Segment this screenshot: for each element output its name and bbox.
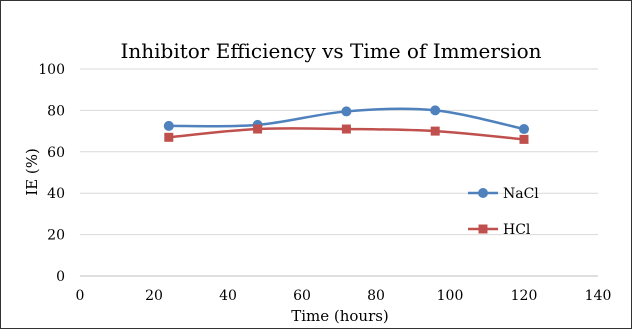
legend-marker-nacl xyxy=(478,188,488,198)
grid-layer xyxy=(80,69,598,276)
y-tick-label-0: 0 xyxy=(56,269,65,285)
x-tick-label-60: 60 xyxy=(293,288,311,304)
data-point-hcl-24 xyxy=(164,133,173,142)
y-tick-label-40: 40 xyxy=(47,186,65,202)
legend-item-hcl: HCl xyxy=(468,222,531,238)
tick-layer: 0 20 40 60 80 100 0 20 40 60 80 100 120 140 xyxy=(38,62,611,304)
y-tick-label-100: 100 xyxy=(38,62,65,78)
data-point-hcl-96 xyxy=(431,127,440,136)
data-point-nacl-96 xyxy=(430,105,440,115)
x-axis-label: Time (hours) xyxy=(291,307,389,325)
data-point-hcl-120 xyxy=(520,135,529,144)
x-tick-label-40: 40 xyxy=(219,288,237,304)
legend-item-nacl: NaCl xyxy=(468,186,539,202)
legend-label-hcl: HCl xyxy=(503,222,531,238)
y-tick-label-60: 60 xyxy=(47,145,65,161)
chart-title: Inhibitor Efficiency vs Time of Immersio… xyxy=(120,39,541,63)
data-point-hcl-72 xyxy=(342,125,351,134)
legend-marker-hcl xyxy=(479,225,488,234)
x-tick-label-140: 140 xyxy=(585,288,612,304)
legend-label-nacl: NaCl xyxy=(503,186,539,202)
x-tick-label-100: 100 xyxy=(437,288,464,304)
legend: NaCl HCl xyxy=(468,186,539,238)
data-point-nacl-120 xyxy=(519,124,529,134)
y-tick-label-20: 20 xyxy=(47,228,65,244)
data-point-nacl-72 xyxy=(341,106,351,116)
data-point-nacl-24 xyxy=(164,121,174,131)
y-tick-label-80: 80 xyxy=(47,103,65,119)
series-hcl xyxy=(164,125,528,144)
x-tick-label-120: 120 xyxy=(511,288,538,304)
data-point-hcl-48 xyxy=(253,125,262,134)
series-layer xyxy=(164,105,529,143)
x-tick-label-20: 20 xyxy=(145,288,163,304)
x-tick-label-80: 80 xyxy=(367,288,385,304)
x-tick-label-0: 0 xyxy=(76,288,85,304)
y-axis-label: IE (%) xyxy=(23,148,41,196)
